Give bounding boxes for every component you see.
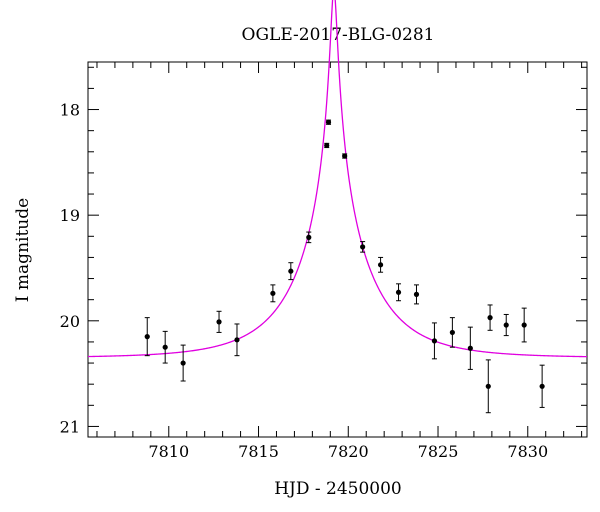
data-marker (306, 234, 312, 240)
data-point (431, 322, 438, 360)
data-marker (503, 322, 509, 328)
x-tick-label: 7830 (507, 442, 548, 461)
chart-title: OGLE-2017-BLG-0281 (242, 25, 435, 45)
data-marker (342, 153, 348, 159)
data-point (521, 307, 527, 343)
data-point (449, 317, 455, 348)
y-tick-label: 21 (60, 417, 80, 436)
y-tick-label: 19 (60, 206, 80, 225)
data-point (539, 364, 545, 408)
data-marker (395, 289, 402, 295)
data-marker (431, 338, 438, 344)
data-marker (360, 244, 366, 250)
x-axis-label: HJD - 2450000 (274, 479, 402, 499)
x-tick-label: 7820 (328, 442, 369, 461)
y-tick-label: 18 (60, 101, 80, 120)
data-point (360, 241, 366, 253)
y-tick-label: 20 (60, 312, 80, 331)
data-marker (216, 319, 222, 325)
data-marker (325, 119, 332, 125)
data-point (270, 284, 276, 303)
data-point (413, 284, 420, 305)
data-point (325, 119, 332, 125)
data-point (288, 262, 294, 281)
y-axis-label: I magnitude (13, 198, 33, 302)
data-point (485, 359, 491, 414)
data-point (144, 317, 150, 357)
data-point (377, 256, 384, 273)
data-point (306, 231, 312, 244)
data-points (144, 119, 545, 414)
data-marker (485, 383, 491, 389)
axis-tick-labels: 7810 7815 7820 7825 7830 18 19 20 21 (60, 101, 548, 461)
data-point (162, 330, 168, 364)
x-tick-label: 7825 (418, 442, 459, 461)
data-point (395, 283, 402, 302)
data-marker (413, 291, 420, 297)
x-tick-label: 7815 (238, 442, 279, 461)
plot-frame (87, 61, 588, 438)
data-point (180, 344, 186, 382)
data-point (342, 153, 348, 159)
data-point (467, 326, 473, 370)
data-marker (234, 337, 240, 343)
data-marker (270, 290, 276, 296)
axis-ticks (88, 62, 587, 437)
data-point (216, 310, 222, 333)
x-tick-label: 7810 (148, 442, 189, 461)
model-curve (87, 0, 588, 358)
data-marker (162, 344, 168, 350)
data-marker (288, 268, 294, 274)
data-marker (324, 142, 330, 149)
data-point (503, 313, 509, 337)
data-marker (180, 360, 186, 366)
data-marker (467, 345, 473, 351)
data-point (487, 304, 493, 331)
data-marker (449, 329, 455, 336)
data-marker (377, 262, 384, 268)
data-point (234, 323, 240, 357)
data-marker (521, 322, 527, 328)
data-marker (539, 383, 545, 389)
data-marker (487, 315, 493, 321)
data-point (324, 142, 330, 149)
data-marker (144, 334, 150, 340)
